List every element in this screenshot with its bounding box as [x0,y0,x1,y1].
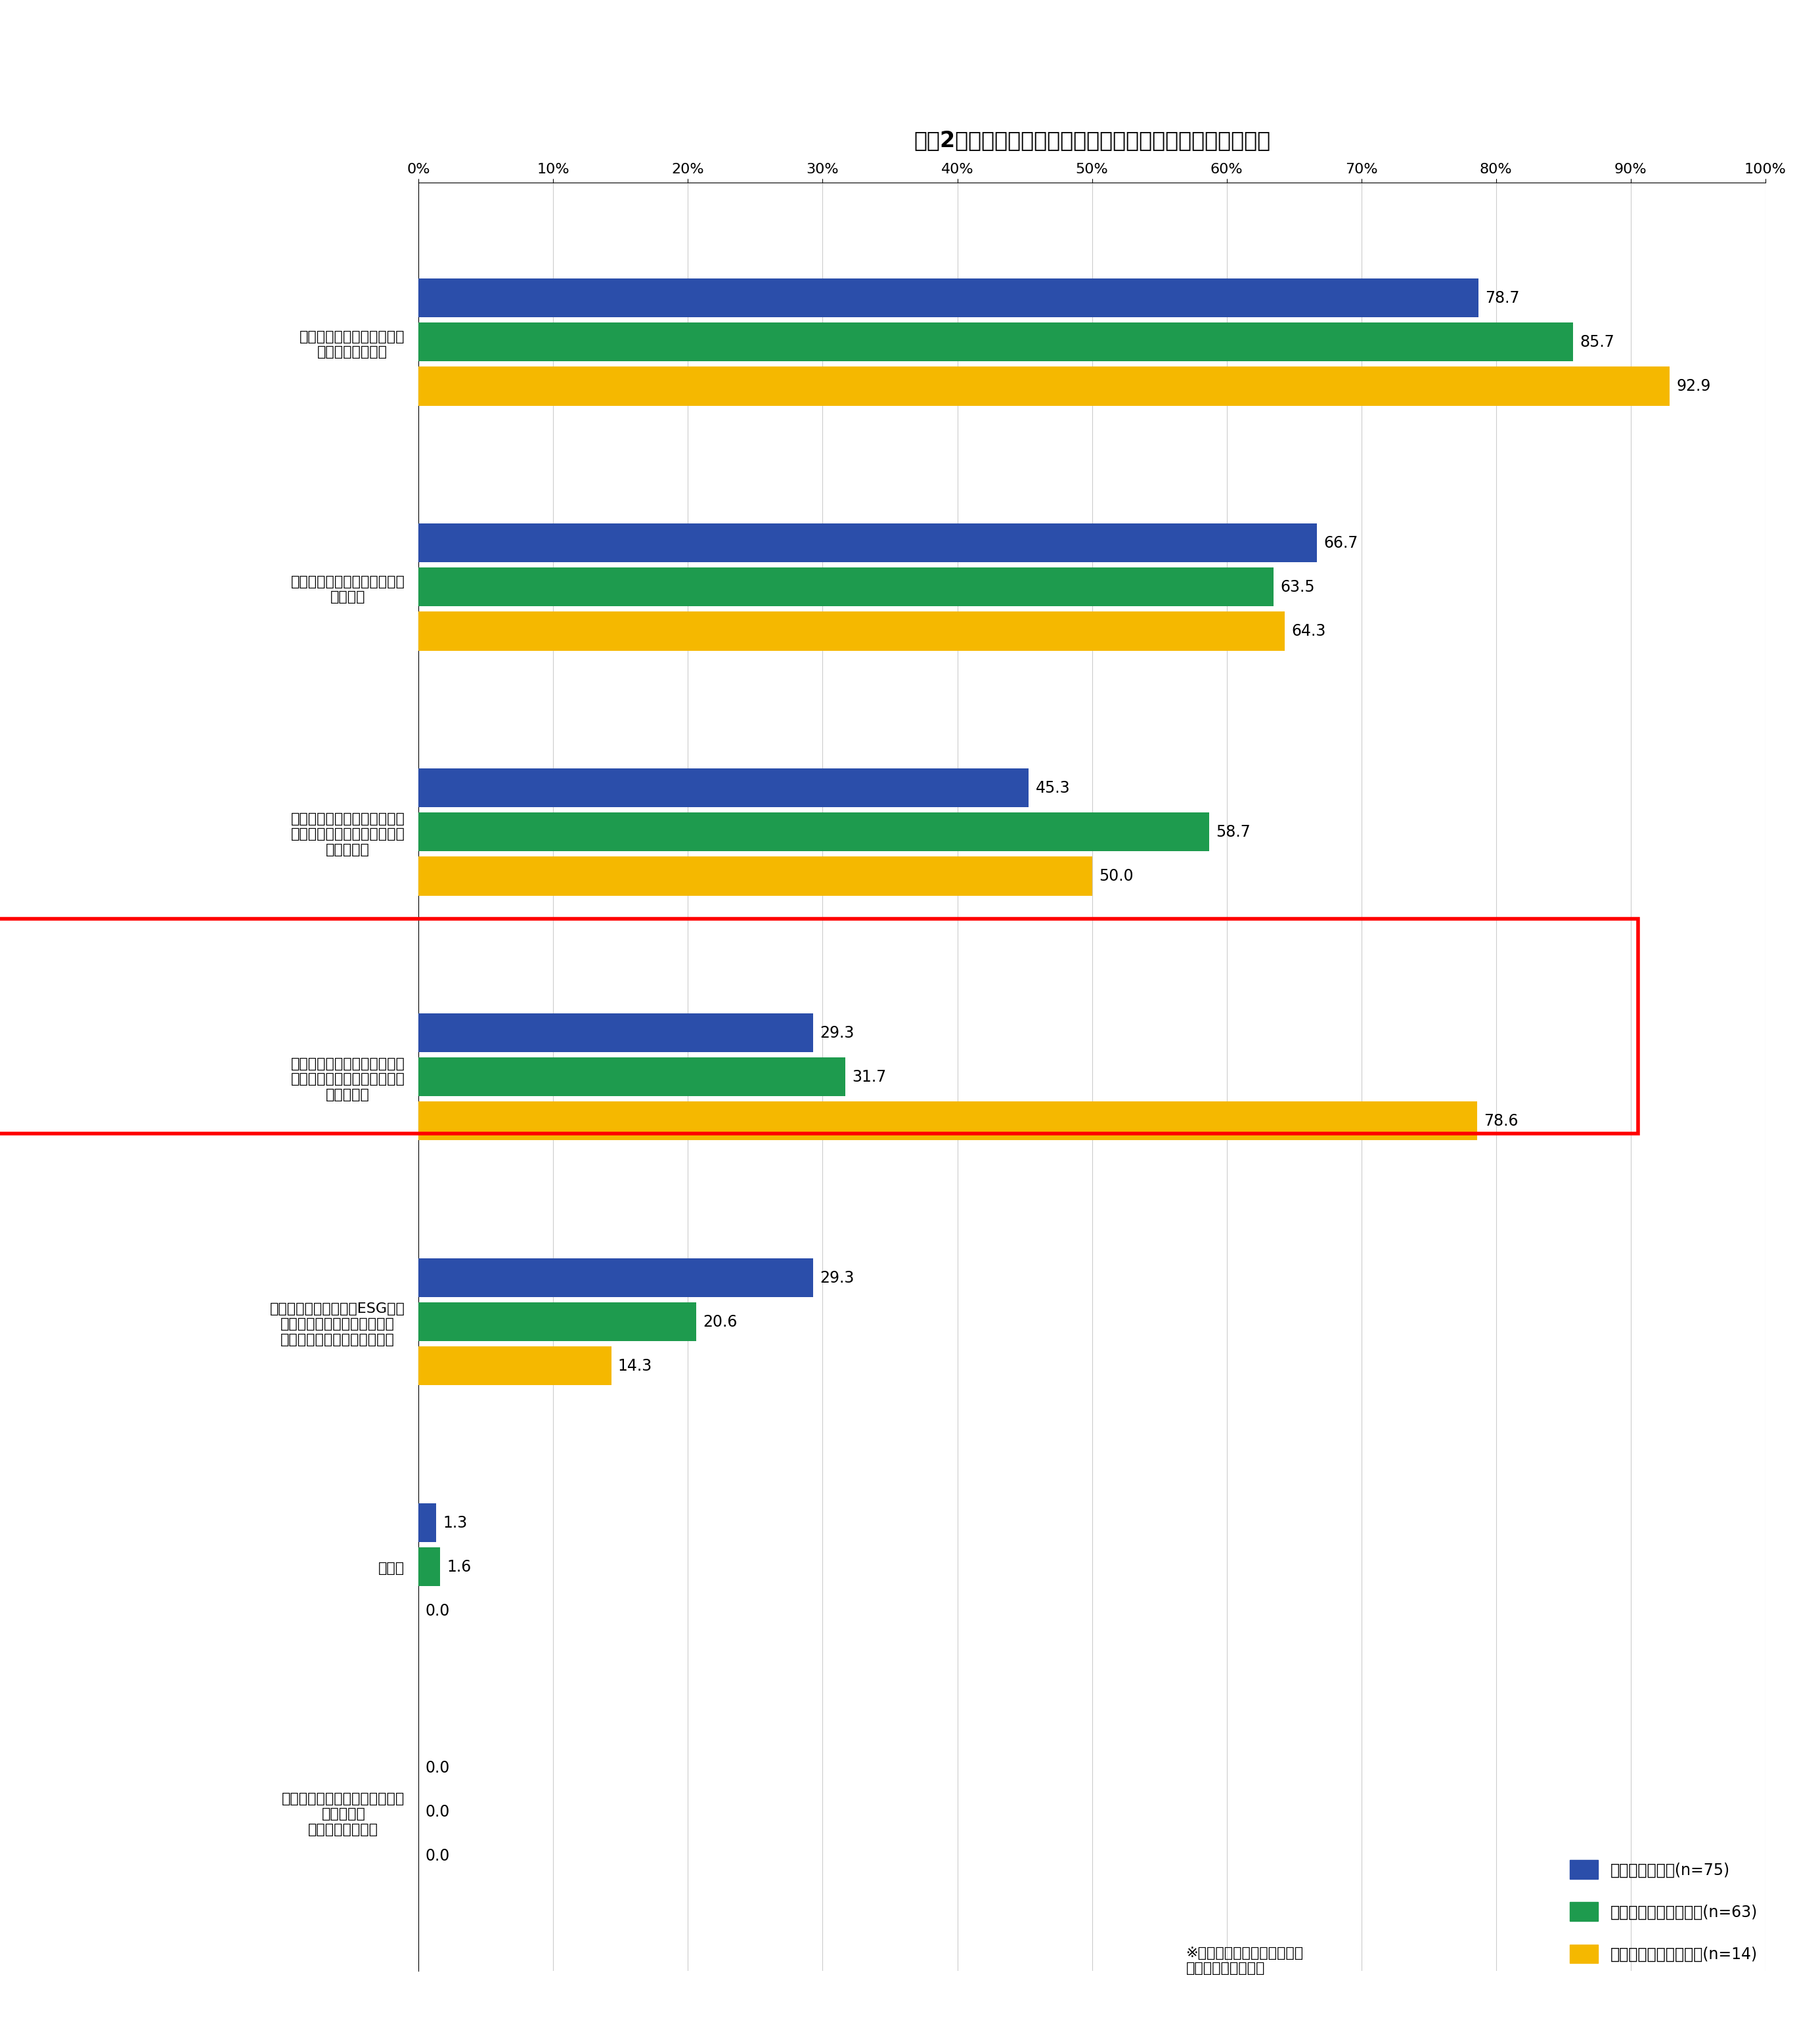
Bar [419,1258,814,1296]
Title: 図表2　取締役会の監督機能が発揮されていると思われる点: 図表2 取締役会の監督機能が発揮されていると思われる点 [914,130,1270,150]
Text: 58.7: 58.7 [1216,825,1250,839]
Bar [419,1101,1478,1140]
Bar [419,1548,440,1587]
Bar [419,858,1092,896]
Legend: 監査役設置会社(n=75), 監査等委員会設置会社(n=63), 指名委員会等設置会社(n=14): 監査役設置会社(n=75), 監査等委員会設置会社(n=63), 指名委員会等設… [1571,1859,1758,1963]
Text: 66.7: 66.7 [1323,534,1358,551]
Bar [419,1014,814,1053]
Text: 1.3: 1.3 [442,1516,468,1530]
Text: 0.0: 0.0 [426,1847,450,1863]
Bar [419,1057,846,1097]
Text: 92.9: 92.9 [1676,378,1711,394]
Bar [419,813,1208,851]
Text: 78.6: 78.6 [1483,1114,1518,1130]
Text: 50.0: 50.0 [1099,868,1134,884]
Bar [419,768,1028,807]
Bar [419,612,1285,650]
Bar [419,1504,437,1542]
Text: 0.0: 0.0 [426,1760,450,1776]
Text: 64.3: 64.3 [1292,624,1325,638]
Bar [419,323,1572,362]
Text: 20.6: 20.6 [703,1315,737,1329]
Text: 78.7: 78.7 [1485,291,1520,307]
Text: ※「全体」選択率の大きい順
（その他以降除く）: ※「全体」選択率の大きい順 （その他以降除く） [1187,1947,1303,1975]
Text: 31.7: 31.7 [852,1069,886,1085]
Text: 0.0: 0.0 [426,1804,450,1821]
Text: 45.3: 45.3 [1036,780,1070,797]
Bar [419,278,1478,317]
Text: 29.3: 29.3 [821,1024,854,1040]
Bar [419,567,1274,606]
Text: 14.3: 14.3 [619,1357,652,1374]
Text: 63.5: 63.5 [1281,579,1316,595]
Bar [419,1303,695,1341]
Text: 29.3: 29.3 [821,1270,854,1286]
Bar [419,955,1765,1199]
Bar [419,368,1669,406]
Text: 85.7: 85.7 [1580,333,1614,350]
Text: 1.6: 1.6 [448,1559,471,1575]
Bar [419,524,1318,563]
Bar [419,1347,612,1386]
Text: 0.0: 0.0 [426,1603,450,1620]
